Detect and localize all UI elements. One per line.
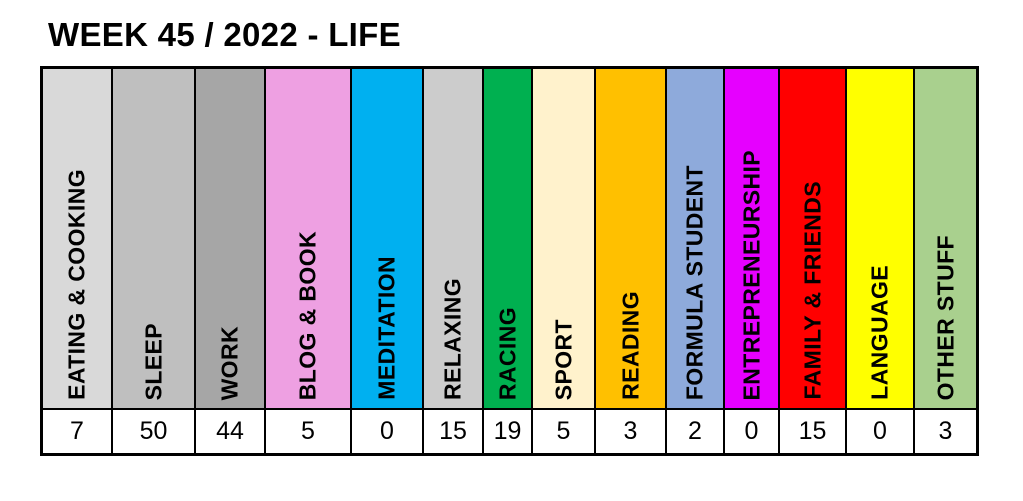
category-cell: LANGUAGE: [847, 69, 913, 410]
hours-value: 50: [113, 410, 194, 453]
column-eating-cooking: EATING & COOKING 7: [43, 69, 113, 453]
hours-value: 3: [596, 410, 665, 453]
category-label: FAMILY & FRIENDS: [799, 181, 825, 400]
hours-value: 3: [915, 410, 976, 453]
column-sport: SPORT 5: [533, 69, 596, 453]
hours-value: 15: [780, 410, 845, 453]
column-language: LANGUAGE 0: [847, 69, 915, 453]
category-label: RELAXING: [439, 277, 466, 400]
category-cell: MEDITATION: [352, 69, 422, 410]
hours-value: 19: [484, 410, 531, 453]
time-table: EATING & COOKING 7 SLEEP 50 WORK 44 BLOG…: [40, 66, 979, 456]
category-cell: ENTREPRENEURSHIP: [725, 69, 778, 410]
column-meditation: MEDITATION 0: [352, 69, 424, 453]
category-label: SLEEP: [140, 322, 166, 400]
hours-value: 2: [667, 410, 723, 453]
column-entrepreneurship: ENTREPRENEURSHIP 0: [725, 69, 780, 453]
category-cell: FAMILY & FRIENDS: [780, 69, 845, 410]
category-cell: RELAXING: [424, 69, 482, 410]
category-label: LANGUAGE: [866, 265, 893, 400]
category-cell: EATING & COOKING: [43, 69, 111, 410]
category-label: WORK: [216, 325, 243, 400]
column-racing: RACING 19: [484, 69, 533, 453]
category-cell: WORK: [196, 69, 264, 410]
category-label: FORMULA STUDENT: [681, 164, 708, 400]
category-label: MEDITATION: [373, 256, 400, 400]
column-relaxing: RELAXING 15: [424, 69, 484, 453]
column-other-stuff: OTHER STUFF 3: [915, 69, 976, 453]
category-cell: SLEEP: [113, 69, 194, 410]
column-work: WORK 44: [196, 69, 266, 453]
hours-value: 0: [725, 410, 778, 453]
hours-value: 7: [43, 410, 111, 453]
hours-value: 0: [352, 410, 422, 453]
category-label: READING: [617, 291, 643, 400]
category-label: ENTREPRENEURSHIP: [738, 149, 764, 401]
hours-value: 5: [533, 410, 594, 453]
category-cell: FORMULA STUDENT: [667, 69, 723, 410]
hours-value: 44: [196, 410, 264, 453]
page-title: WEEK 45 / 2022 - LIFE: [48, 16, 401, 53]
category-label: EATING & COOKING: [63, 169, 90, 400]
column-formula-student: FORMULA STUDENT 2: [667, 69, 725, 453]
category-cell: SPORT: [533, 69, 594, 410]
category-label: SPORT: [550, 318, 576, 400]
category-cell: BLOG & BOOK: [266, 69, 350, 410]
category-cell: READING: [596, 69, 665, 410]
category-label: BLOG & BOOK: [294, 230, 321, 400]
category-label: OTHER STUFF: [932, 234, 958, 400]
hours-value: 15: [424, 410, 482, 453]
hours-value: 5: [266, 410, 350, 453]
category-cell: OTHER STUFF: [915, 69, 976, 410]
column-sleep: SLEEP 50: [113, 69, 196, 453]
column-family-friends: FAMILY & FRIENDS 15: [780, 69, 847, 453]
hours-value: 0: [847, 410, 913, 453]
column-blog-book: BLOG & BOOK 5: [266, 69, 352, 453]
category-cell: RACING: [484, 69, 531, 410]
category-label: RACING: [494, 306, 520, 400]
column-reading: READING 3: [596, 69, 667, 453]
